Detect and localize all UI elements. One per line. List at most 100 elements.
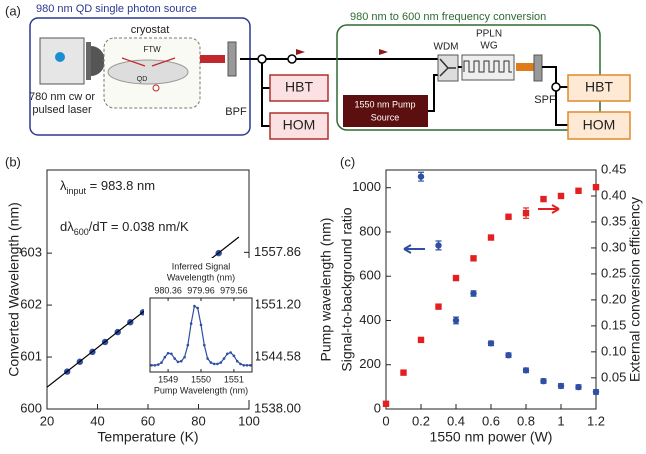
- y2-tick-label: 0.35: [601, 213, 626, 228]
- data-point: [199, 323, 203, 327]
- laser-label: pulsed laser: [32, 104, 92, 116]
- y-tick-label: 603: [20, 245, 42, 260]
- data-point: [540, 377, 547, 385]
- data-point: [160, 361, 163, 364]
- y2-tick-label: 0.15: [601, 317, 626, 332]
- splitter: [257, 54, 267, 64]
- panel-label: (b): [5, 154, 21, 169]
- y-tick-label: 602: [20, 297, 42, 312]
- laser: [39, 37, 85, 85]
- data-point: [557, 192, 565, 200]
- data-point: [505, 352, 512, 359]
- y-tick-label: 800: [359, 223, 381, 238]
- annotation-part: 600: [74, 227, 89, 237]
- sample: [107, 59, 189, 85]
- splitter: [551, 82, 561, 92]
- arrow: [296, 49, 388, 55]
- hom-label: HOM: [583, 117, 616, 133]
- cryostat-label: cryostat: [131, 24, 170, 36]
- pump-label: 1550 nm Pump: [354, 99, 415, 109]
- data-point: [153, 363, 157, 367]
- data-point: [216, 362, 219, 366]
- data-point: [470, 290, 477, 297]
- x-axis-label: 1550 nm power (W): [430, 429, 553, 445]
- panel-label: (a): [5, 3, 21, 18]
- y2-tick-label: 1538.00: [254, 400, 301, 415]
- qd: [152, 84, 160, 92]
- annotation-part: /dT = 0.038 nm/K: [89, 219, 189, 234]
- data-point: [170, 352, 173, 356]
- panel-label: (c): [340, 154, 355, 169]
- fiber: [542, 66, 568, 126]
- data-point: [245, 363, 249, 367]
- data-point: [575, 187, 582, 194]
- x-tick-label: 20: [40, 413, 54, 428]
- data-point: [209, 361, 213, 364]
- data-point: [242, 363, 246, 367]
- data-point: [222, 357, 226, 360]
- inset-x2-tick-label: 979.56: [220, 285, 248, 295]
- inset-x2-tick-label: 980.36: [154, 285, 182, 295]
- data-point: [522, 209, 530, 217]
- ppln-label: WG: [480, 41, 497, 52]
- pump-box: [343, 95, 428, 127]
- x-tick-label: 80: [191, 413, 205, 428]
- y-tick-label: 600: [359, 268, 381, 283]
- source-title: 980 nm QD single photon source: [36, 3, 197, 15]
- data-point: [229, 351, 232, 354]
- y-tick-label: 600: [20, 400, 42, 415]
- wdm-label: WDM: [434, 42, 459, 53]
- data-point: [183, 355, 186, 359]
- data-point: [417, 336, 425, 344]
- inset-x-label: Pump Wavelength (nm): [154, 385, 248, 395]
- data-point: [435, 242, 442, 249]
- annotation: dλ600/dT = 0.038 nm/K: [60, 219, 189, 237]
- y2-tick-label: 0.05: [601, 369, 626, 384]
- data-point: [487, 234, 495, 241]
- x-tick-label: 1: [557, 413, 564, 428]
- data-point: [202, 343, 206, 347]
- hbt-label: HBT: [285, 79, 313, 95]
- y-tick-label: 400: [359, 312, 381, 327]
- x-tick-label: 1.2: [587, 413, 605, 428]
- data-point: [239, 362, 242, 366]
- data-point: [156, 363, 160, 366]
- y2-tick-label: 0.40: [601, 187, 626, 202]
- y2-tick-label: 0.25: [601, 265, 626, 280]
- inset-title: Inferred Signal: [172, 261, 231, 271]
- data-point: [189, 322, 193, 325]
- data-point: [522, 367, 530, 374]
- data-point: [193, 304, 196, 308]
- x-tick-label: 0.4: [447, 413, 465, 428]
- waveguide: [463, 60, 512, 73]
- filter: [227, 41, 237, 77]
- y2-axis-label: Pump wavelength (nm): [318, 218, 334, 362]
- laser-label: 780 nm cw or: [29, 91, 95, 103]
- ppln: [461, 54, 515, 81]
- arrows: [403, 204, 560, 254]
- data-point: [382, 400, 390, 408]
- axis-arrow: [403, 244, 425, 254]
- y2-tick-label: 0.45: [601, 161, 626, 176]
- y2-tick-label: 1557.86: [254, 244, 301, 259]
- data-point: [249, 363, 252, 367]
- axis-arrow: [538, 204, 560, 214]
- x-axis-label: Temperature (K): [97, 429, 198, 445]
- detector-box: [269, 74, 329, 102]
- y-tick-label: 1000: [352, 179, 381, 194]
- fiber: [261, 63, 270, 127]
- ftw-label: FTW: [143, 45, 161, 54]
- inset-x2-tick-label: 979.96: [187, 285, 215, 295]
- coupler: [200, 55, 225, 63]
- y-tick-label: 0: [374, 400, 381, 415]
- x-tick-label: 0.6: [482, 413, 500, 428]
- data-point: [417, 173, 425, 180]
- y-tick-label: 200: [359, 356, 381, 371]
- coupler: [516, 63, 534, 71]
- annotation-part: dλ: [60, 219, 74, 234]
- data-point: [575, 383, 582, 391]
- lens: [91, 46, 105, 76]
- spf-label: SPF: [534, 94, 556, 106]
